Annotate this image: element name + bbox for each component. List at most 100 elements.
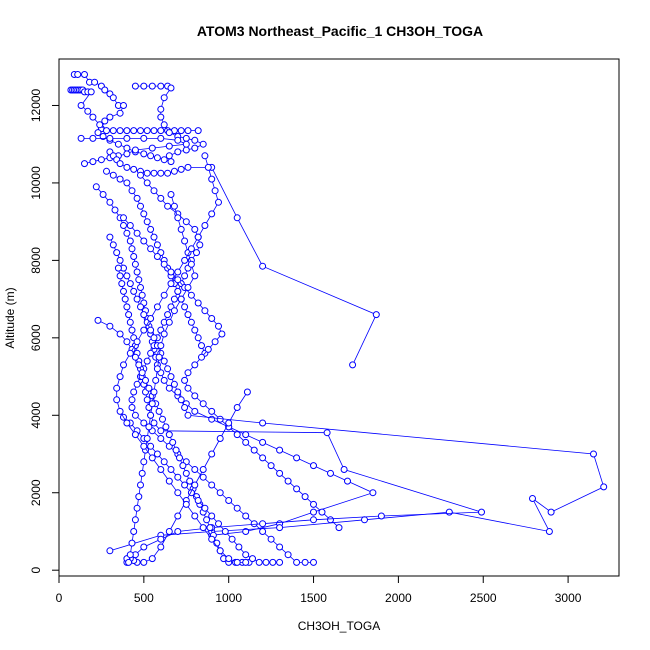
x-tick-label: 1000 <box>215 591 242 605</box>
data-point <box>120 102 127 109</box>
data-point <box>157 342 165 350</box>
data-point <box>259 262 267 270</box>
data-point <box>150 169 158 177</box>
data-point <box>165 477 173 485</box>
data-point <box>106 113 114 121</box>
data-point <box>167 268 175 276</box>
series-13 <box>120 413 284 566</box>
y-tick-label: 2000 <box>29 479 43 506</box>
data-point <box>181 237 189 245</box>
data-point <box>182 140 190 148</box>
data-point <box>170 380 178 388</box>
x-tick-label: 0 <box>56 591 63 605</box>
data-point <box>167 373 175 381</box>
data-point <box>327 469 334 477</box>
data-point <box>157 427 165 435</box>
data-point <box>157 466 165 473</box>
data-point <box>123 150 131 158</box>
y-tick-label: 8000 <box>29 247 43 274</box>
data-point <box>259 438 267 446</box>
data-point <box>182 500 190 508</box>
data-point <box>181 404 189 411</box>
data-point <box>167 84 175 92</box>
data-point <box>160 376 168 384</box>
data-point <box>198 342 205 350</box>
data-point <box>147 326 155 334</box>
data-point <box>150 334 158 342</box>
data-point <box>106 134 114 142</box>
data-point <box>547 508 555 516</box>
data-point <box>142 376 149 384</box>
data-point <box>211 187 219 195</box>
data-point <box>164 365 172 373</box>
data-point <box>137 202 144 210</box>
data-point <box>293 454 301 462</box>
data-point <box>137 481 144 489</box>
data-point <box>97 156 105 164</box>
data-point <box>211 338 219 346</box>
data-point <box>361 516 368 524</box>
data-point <box>130 528 138 535</box>
data-point <box>131 146 139 154</box>
data-point <box>215 520 222 528</box>
series-line <box>74 74 172 162</box>
data-point <box>255 558 263 566</box>
data-point <box>123 303 131 311</box>
data-point <box>235 543 243 551</box>
data-point <box>196 241 204 249</box>
data-point <box>187 291 195 299</box>
data-point <box>216 489 224 497</box>
data-point <box>157 105 165 113</box>
data-point <box>208 175 216 183</box>
data-point <box>120 222 127 229</box>
y-tick-label: 0 <box>29 567 43 574</box>
data-point <box>140 134 148 142</box>
data-point <box>106 547 114 555</box>
data-point <box>276 558 284 566</box>
data-point <box>99 191 107 198</box>
y-axis-label: Altitude (m) <box>3 287 17 348</box>
data-point <box>176 454 183 462</box>
data-point <box>143 169 151 177</box>
data-point <box>77 102 85 109</box>
data-point <box>94 129 102 137</box>
data-point <box>160 260 168 268</box>
data-point <box>242 512 250 520</box>
data-point <box>157 169 165 177</box>
data-point <box>310 508 317 516</box>
data-point <box>340 466 348 473</box>
data-point <box>377 512 385 520</box>
data-point <box>184 411 192 419</box>
data-point <box>203 516 211 524</box>
data-point <box>194 497 202 504</box>
data-point <box>116 407 124 415</box>
data-point <box>101 86 109 94</box>
data-point <box>113 384 121 392</box>
data-point <box>310 558 317 566</box>
data-point <box>160 121 168 129</box>
y-tick-label: 10000 <box>29 166 43 200</box>
data-point <box>140 558 148 566</box>
data-point <box>118 280 126 288</box>
x-tick-label: 500 <box>134 591 154 605</box>
data-point <box>301 493 309 501</box>
data-point <box>179 462 187 470</box>
data-point <box>150 419 158 427</box>
data-point <box>106 233 114 241</box>
data-point <box>113 249 121 257</box>
data-point <box>191 225 199 233</box>
data-point <box>204 163 212 171</box>
data-point <box>259 520 267 528</box>
data-point <box>89 158 97 166</box>
data-point <box>225 555 233 563</box>
data-point <box>157 194 165 202</box>
data-point <box>135 493 143 501</box>
data-point <box>293 485 301 493</box>
data-point <box>201 152 209 160</box>
data-point <box>184 384 192 392</box>
data-point <box>143 218 151 226</box>
data-point <box>284 551 292 559</box>
data-point <box>148 82 156 90</box>
data-point <box>206 524 214 532</box>
data-point <box>128 245 136 253</box>
